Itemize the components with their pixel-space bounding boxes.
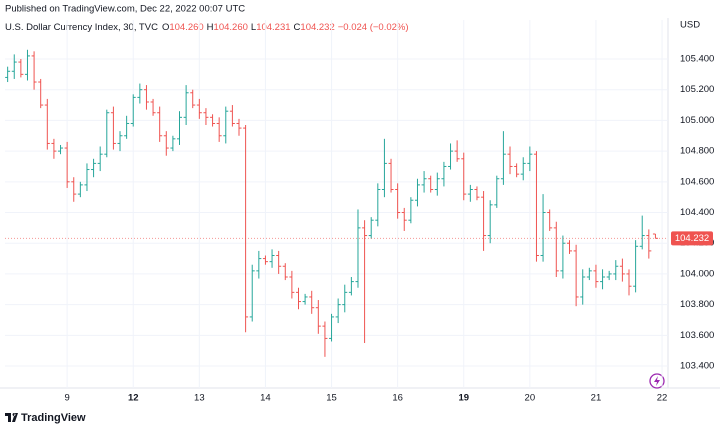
- legend-text: U.S. Dollar Currency Index, 30, TVC O104.…: [5, 22, 409, 33]
- legend-value: 104.232: [300, 22, 334, 33]
- legend: U.S. Dollar Currency Index, 30, TVC O104.…: [5, 22, 409, 33]
- legend-value: 104.260: [169, 22, 203, 33]
- legend-key: L: [251, 22, 256, 33]
- lightning-icon: [649, 373, 665, 389]
- x-tick-label: 22: [657, 393, 668, 404]
- y-tick-label: 104.000: [680, 268, 714, 279]
- y-tick-label: 104.800: [680, 146, 714, 157]
- x-tick-label: 20: [525, 393, 536, 404]
- published-note: Published on TradingView.com, Dec 22, 20…: [5, 4, 245, 15]
- x-tick-label: 13: [194, 393, 205, 404]
- legend-key: C: [294, 22, 301, 33]
- legend-value: 104.260: [214, 22, 248, 33]
- legend-change: −0.024 (−0.02%): [338, 22, 409, 33]
- y-tick-label: 105.000: [680, 115, 714, 126]
- brand-logo: TradingView: [5, 412, 86, 424]
- symbol: U.S. Dollar Currency Index, 30, TVC: [5, 22, 158, 33]
- currency: USD: [680, 20, 700, 31]
- legend-key: O: [162, 22, 169, 33]
- x-tick-label: 15: [326, 393, 337, 404]
- legend-value: 104.231: [256, 22, 290, 33]
- x-tick-label: 16: [392, 393, 403, 404]
- y-tick-label: 105.400: [680, 54, 714, 65]
- price-label: 104.232: [675, 233, 709, 244]
- y-tick-label: 103.800: [680, 299, 714, 310]
- x-tick-label: 19: [458, 393, 469, 404]
- x-tick-label: 21: [591, 393, 602, 404]
- x-tick-label: 14: [260, 393, 271, 404]
- legend-key: H: [207, 22, 214, 33]
- x-tick-label: 9: [64, 393, 69, 404]
- y-tick-label: 105.200: [680, 84, 714, 95]
- y-tick-label: 104.600: [680, 176, 714, 187]
- price-label-box: [671, 231, 713, 246]
- y-tick-label: 103.400: [680, 361, 714, 372]
- y-tick-label: 104.400: [680, 207, 714, 218]
- x-tick-label: 12: [128, 393, 139, 404]
- y-tick-label: 103.600: [680, 330, 714, 341]
- brand-name: TradingView: [21, 412, 86, 424]
